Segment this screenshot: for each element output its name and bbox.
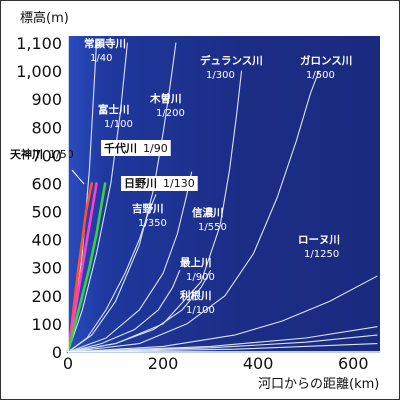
y-tick-label-3: 300 <box>31 259 62 278</box>
series-gradient-4: 1/100 <box>104 119 133 130</box>
series-gradient-6: 1/200 <box>156 108 185 119</box>
series-label-6: 木曽川 1/200 <box>149 92 185 119</box>
series-name-5: 吉野川 <box>132 202 164 215</box>
series-line-2 <box>66 182 107 354</box>
series-gradient-9: 1/100 <box>186 305 215 316</box>
y-tick-label-2: 200 <box>31 287 62 306</box>
y-tick-label-11: 1,100 <box>16 34 62 53</box>
series-label-1: 千代川 1/90 <box>101 140 171 156</box>
y-tick-label-7: 700 <box>31 146 62 165</box>
y-tick-label-0: 0 <box>52 343 62 362</box>
series-label-11: ガロンス川 1/500 <box>300 54 352 81</box>
series-name-6: 木曽川 <box>149 92 182 105</box>
series-label-12: ローヌ川 1/1250 <box>298 234 340 260</box>
series-line-10 <box>67 70 243 353</box>
series-label-10: デュランス川 1/300 <box>200 54 263 81</box>
series-label-8: 最上川 1/900 <box>180 256 215 283</box>
label-layer: 常願寺川 1/40 富士川 1/100 木曽川 1/200 デュランス川 1/300 ガロンス川… <box>10 37 352 316</box>
series-line-8 <box>67 269 181 353</box>
plot-background <box>68 36 380 353</box>
series-name-8: 最上川 <box>180 256 212 269</box>
series-name-1: 千代川 <box>104 141 137 155</box>
series-gradient-12: 1/1250 <box>304 249 339 260</box>
series-line-7 <box>67 171 193 353</box>
x-tick-label-1: 200 <box>148 354 179 373</box>
series-name-3: 常願寺川 <box>84 37 126 50</box>
y-tick-label-10: 1,000 <box>16 62 62 81</box>
series-label-5: 吉野川 1/350 <box>132 202 167 229</box>
series-name-4: 富士川 <box>98 103 130 116</box>
x-tick-label-0: 0 <box>63 354 73 373</box>
series-gradient-7: 1/550 <box>198 222 227 233</box>
x-tick-label-3: 600 <box>338 354 369 373</box>
series-line-11 <box>67 70 320 353</box>
series-name-7: 信濃川 <box>192 206 224 219</box>
y-tick-label-6: 600 <box>31 174 62 193</box>
y-tick-label-8: 800 <box>31 118 62 137</box>
series-name-0: 天神川 <box>10 147 43 161</box>
y-tick-label-4: 400 <box>31 231 62 250</box>
y-axis-label: 標高(m) <box>20 10 69 26</box>
y-tick-label-1: 100 <box>31 315 62 334</box>
series-layer <box>66 42 378 354</box>
series-gradient-8: 1/900 <box>186 272 215 283</box>
series-label-text-2: 日野川 1/130 <box>124 177 195 190</box>
series-name-12: ローヌ川 <box>298 234 340 246</box>
series-line-13 <box>67 326 378 353</box>
series-line-4 <box>67 42 128 353</box>
y-tick-label-5: 500 <box>31 203 62 222</box>
series-gradient-10: 1/300 <box>206 70 235 81</box>
series-gradient-5: 1/350 <box>138 218 167 229</box>
series-line-1 <box>66 182 98 354</box>
axis-layer: 0 100 200 300 400 500 600 700 800 900 1,000 1,100 0 2… <box>16 10 380 392</box>
tenjin-pointer <box>71 169 85 185</box>
y-tick-label-9: 900 <box>31 90 62 109</box>
series-label-7: 信濃川 1/550 <box>192 206 227 233</box>
x-axis-label: 河口からの距離(km) <box>258 377 379 392</box>
series-line-6 <box>67 42 177 353</box>
series-label-2: 日野川 1/130 <box>121 176 198 191</box>
series-gradient-11: 1/500 <box>306 70 335 81</box>
series-name-2: 日野川 <box>124 177 157 190</box>
series-label-3: 常願寺川 1/40 <box>84 37 126 64</box>
series-line-15 <box>67 343 378 353</box>
series-label-box-1 <box>101 140 171 156</box>
series-name-11: ガロンス川 <box>300 54 352 67</box>
series-label-text-1: 千代川 1/90 <box>104 141 168 155</box>
series-gradient-1: 1/90 <box>143 142 168 155</box>
series-label-4: 富士川 1/100 <box>98 103 133 130</box>
series-name-10: デュランス川 <box>200 54 263 67</box>
series-label-box-2 <box>121 176 198 191</box>
series-line-12 <box>67 275 378 353</box>
series-gradient-2: 1/130 <box>163 177 195 190</box>
series-gradient-3: 1/40 <box>90 53 112 64</box>
series-line-14 <box>67 334 378 353</box>
series-name-9: 利根川 <box>180 289 212 302</box>
series-label-9: 利根川 1/100 <box>180 289 215 316</box>
x-tick-label-2: 400 <box>243 354 274 373</box>
